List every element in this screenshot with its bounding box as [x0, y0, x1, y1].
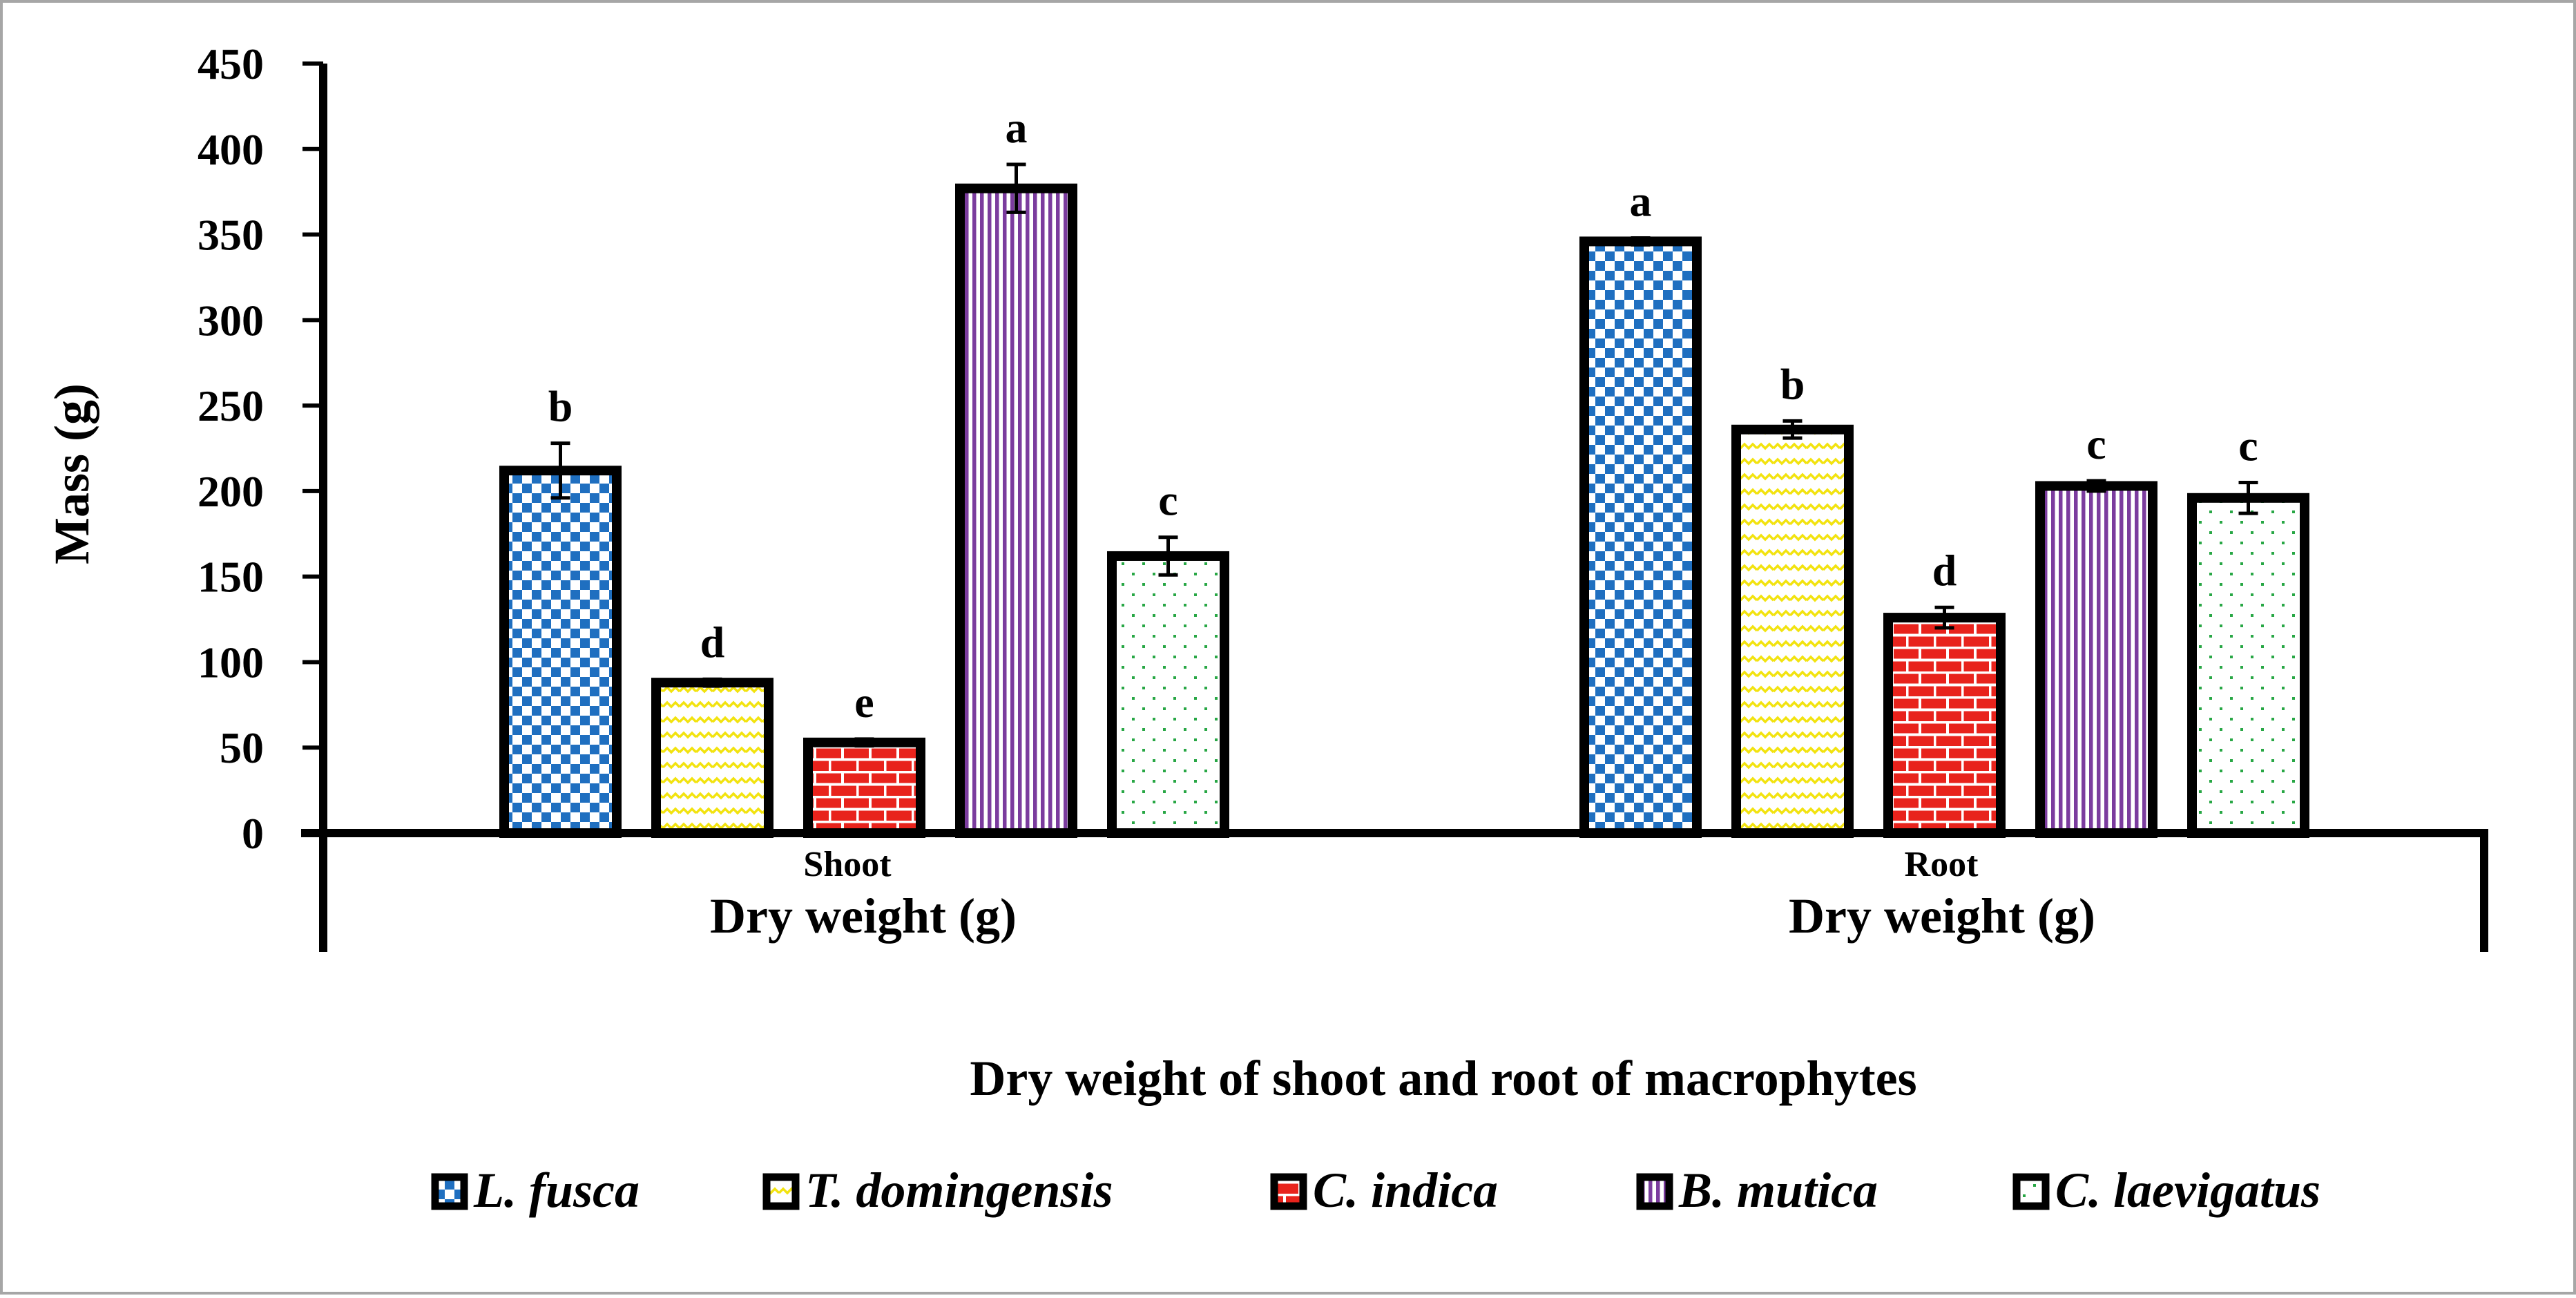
legend-label: B. mutica	[1678, 1163, 1878, 1218]
legend-swatch	[2012, 1173, 2050, 1210]
y-tick-label: 450	[198, 39, 264, 88]
significance-letter: d	[1932, 546, 1957, 595]
significance-letter: d	[700, 618, 725, 667]
significance-letter: a	[1006, 103, 1028, 152]
significance-letter: e	[854, 678, 874, 727]
bar	[1883, 613, 2006, 839]
y-ticks: 0 50 100 150 200 250 300 350 400 450	[198, 39, 323, 858]
bar	[2187, 493, 2309, 839]
y-tick-label: 300	[198, 296, 264, 345]
bar	[2035, 481, 2157, 838]
chart-title: Dry weight of shoot and root of macrophy…	[970, 1051, 1916, 1106]
significance-letter: c	[1158, 476, 1178, 525]
bar	[499, 466, 622, 838]
y-tick-label: 400	[198, 125, 264, 174]
legend-label: L. fusca	[473, 1163, 640, 1218]
bars: b a d b e d a c c c	[499, 103, 2309, 839]
legend-swatch	[762, 1173, 800, 1210]
y-tick-label: 350	[198, 211, 264, 260]
bar	[1731, 424, 1854, 838]
bar	[955, 183, 1077, 838]
group-label-root: Dry weight (g)	[1789, 888, 2095, 944]
legend-swatch	[1270, 1173, 1307, 1210]
group-sublabel-root: Root	[1905, 845, 1979, 884]
y-tick-label: 0	[242, 809, 264, 858]
y-tick-label: 50	[220, 723, 264, 772]
bar	[651, 678, 773, 839]
legend: L. fusca T. domingensis C. indica B. mutica…	[431, 1163, 2320, 1218]
legend-label: C. laevigatus	[2055, 1163, 2320, 1218]
legend-label: T. domingensis	[805, 1163, 1113, 1218]
y-tick-label: 150	[198, 553, 264, 602]
y-tick-label: 100	[198, 638, 264, 687]
legend-swatch	[431, 1173, 468, 1210]
bar	[1579, 236, 1702, 838]
significance-letter: c	[2086, 419, 2106, 468]
significance-letter: b	[548, 382, 573, 431]
group-sublabel-shoot: Shoot	[803, 845, 892, 884]
y-tick-label: 250	[198, 381, 264, 430]
legend-swatch	[1636, 1173, 1673, 1210]
bar	[1107, 551, 1229, 839]
y-axis-label: Mass (g)	[44, 383, 99, 564]
significance-letter: b	[1780, 359, 1805, 408]
y-tick-label: 200	[198, 467, 264, 516]
bar	[803, 737, 925, 838]
group-label-shoot: Dry weight (g)	[710, 888, 1017, 944]
legend-label: C. indica	[1313, 1163, 1498, 1218]
significance-letter: a	[1630, 177, 1652, 226]
significance-letter: c	[2238, 421, 2258, 470]
